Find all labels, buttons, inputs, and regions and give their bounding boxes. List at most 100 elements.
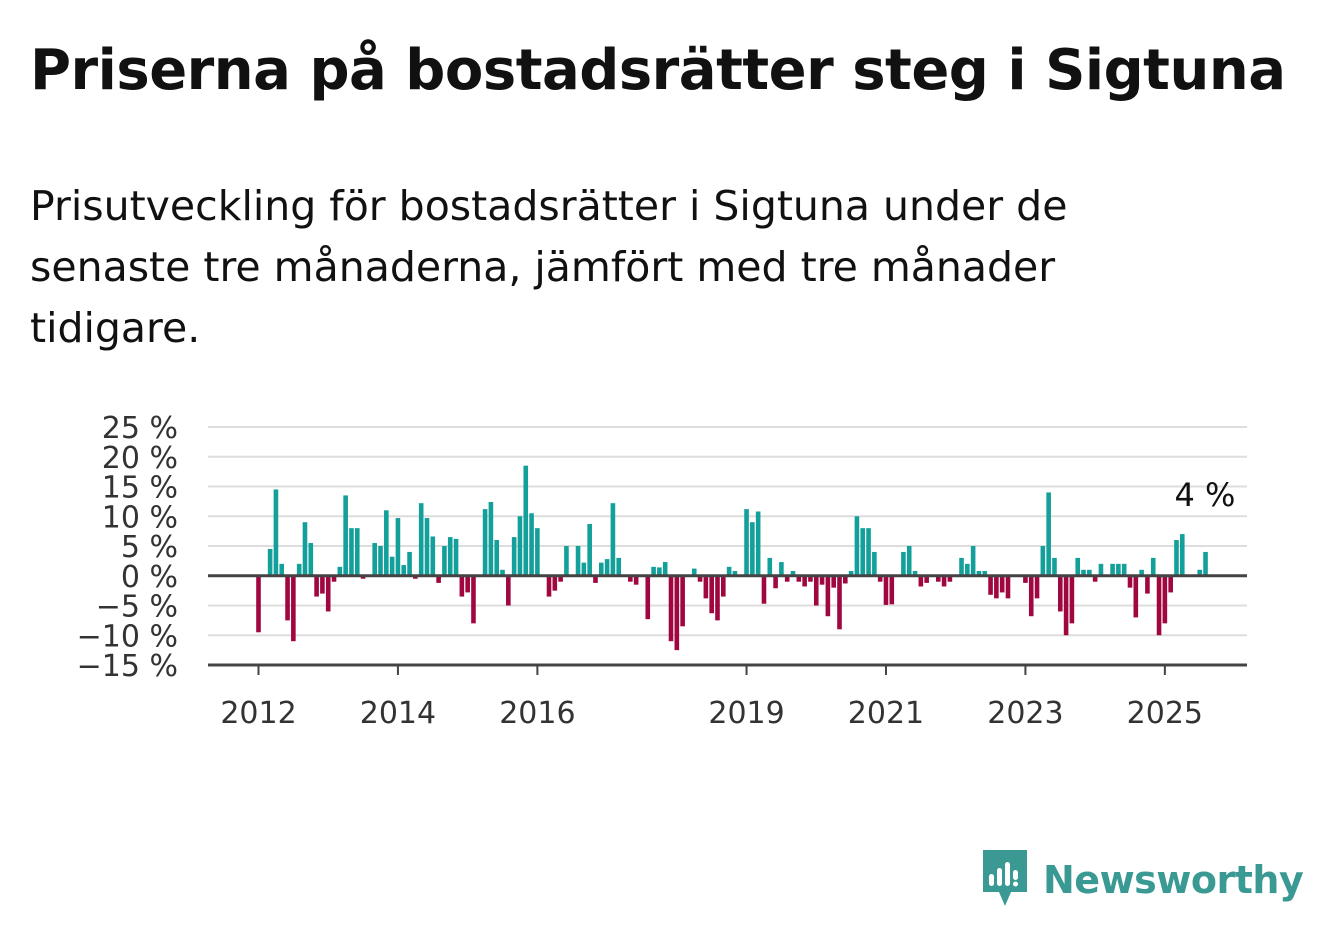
bar xyxy=(889,575,895,605)
bar xyxy=(1121,563,1127,576)
bar xyxy=(959,557,964,576)
bar xyxy=(651,566,656,576)
x-tick-label: 2023 xyxy=(987,696,1063,731)
bar xyxy=(866,528,871,576)
x-axis-ticks: 2012 2014 2016 2019 2021 2023 2025 xyxy=(220,665,1203,731)
x-tick-label: 2025 xyxy=(1127,696,1203,731)
bar xyxy=(1156,575,1162,636)
bar xyxy=(598,562,604,576)
bar xyxy=(256,575,261,633)
bar xyxy=(779,562,784,576)
bar xyxy=(691,568,697,576)
bar xyxy=(761,575,767,604)
bar xyxy=(924,575,929,583)
bar xyxy=(715,575,720,621)
bar xyxy=(296,563,302,576)
bar xyxy=(837,575,842,630)
bar xyxy=(1174,540,1179,576)
bar xyxy=(999,575,1005,593)
bar xyxy=(447,537,453,576)
bar xyxy=(279,563,285,576)
bar xyxy=(848,570,854,576)
bar xyxy=(825,575,831,617)
bar xyxy=(587,523,592,576)
bar xyxy=(773,575,778,589)
bar xyxy=(401,565,407,576)
bar xyxy=(784,575,790,582)
bar xyxy=(808,575,813,582)
bar xyxy=(482,509,488,576)
bar xyxy=(1069,575,1075,624)
bar xyxy=(320,575,325,594)
bar xyxy=(854,516,860,576)
bar xyxy=(970,546,976,576)
bar xyxy=(796,575,802,582)
x-tick-label: 2012 xyxy=(220,696,296,731)
bar xyxy=(767,557,773,576)
bar xyxy=(593,575,598,583)
bar xyxy=(1034,575,1040,599)
bar xyxy=(732,570,738,576)
bar xyxy=(645,575,651,620)
bar xyxy=(1133,575,1139,618)
bar xyxy=(750,522,755,576)
bar xyxy=(726,566,732,576)
y-tick-label: 25 % xyxy=(102,411,178,446)
bar xyxy=(291,575,296,642)
annotations: 4 % xyxy=(1175,476,1236,514)
bar xyxy=(662,562,668,576)
y-tick-label: 0 % xyxy=(121,560,178,595)
bar xyxy=(1040,546,1046,576)
newsworthy-brand[interactable]: Newsworthy xyxy=(981,848,1304,912)
bar xyxy=(668,575,674,642)
bar xyxy=(459,575,465,597)
bar xyxy=(337,566,343,576)
bar xyxy=(1179,534,1185,576)
bar xyxy=(703,575,709,599)
bars xyxy=(256,465,1208,651)
bar xyxy=(941,575,947,587)
bar xyxy=(1075,557,1081,576)
bar xyxy=(901,551,906,576)
bar xyxy=(436,575,441,583)
bar xyxy=(1110,563,1115,576)
bar xyxy=(506,575,511,606)
bar xyxy=(349,528,354,576)
page-title: Priserna på bostadsrätter steg i Sigtuna xyxy=(30,38,1286,103)
bar xyxy=(721,575,726,597)
bar xyxy=(302,522,308,576)
bar xyxy=(1092,575,1098,582)
bar xyxy=(674,575,680,651)
bar xyxy=(267,548,273,576)
bar xyxy=(314,575,319,597)
bar xyxy=(354,528,360,576)
bar xyxy=(831,575,836,588)
bar xyxy=(1023,575,1028,583)
bar xyxy=(529,513,534,576)
bar xyxy=(511,537,517,576)
y-tick-label: 5 % xyxy=(121,530,178,565)
bar xyxy=(877,575,883,582)
x-tick-label: 2021 xyxy=(848,696,924,731)
y-tick-label: −10 % xyxy=(77,619,178,654)
bar xyxy=(285,575,290,621)
bar xyxy=(1028,575,1034,617)
x-tick-label: 2019 xyxy=(708,696,784,731)
bar xyxy=(407,551,412,576)
axes xyxy=(208,574,1247,667)
bar xyxy=(860,528,866,576)
bar xyxy=(965,563,970,576)
bar xyxy=(1150,557,1156,576)
bar xyxy=(442,546,447,576)
brand-name: Newsworthy xyxy=(1043,858,1304,902)
bar xyxy=(308,543,314,576)
bar xyxy=(471,575,476,624)
bar xyxy=(633,575,639,585)
bar xyxy=(430,536,436,576)
bar-chart: 25 %20 %15 %10 %5 %0 %−5 %−10 %−15 % 201… xyxy=(77,411,1247,731)
bar xyxy=(1168,575,1173,593)
bar xyxy=(628,575,633,582)
bar xyxy=(918,575,924,587)
bar xyxy=(744,509,749,576)
bar xyxy=(558,575,563,582)
